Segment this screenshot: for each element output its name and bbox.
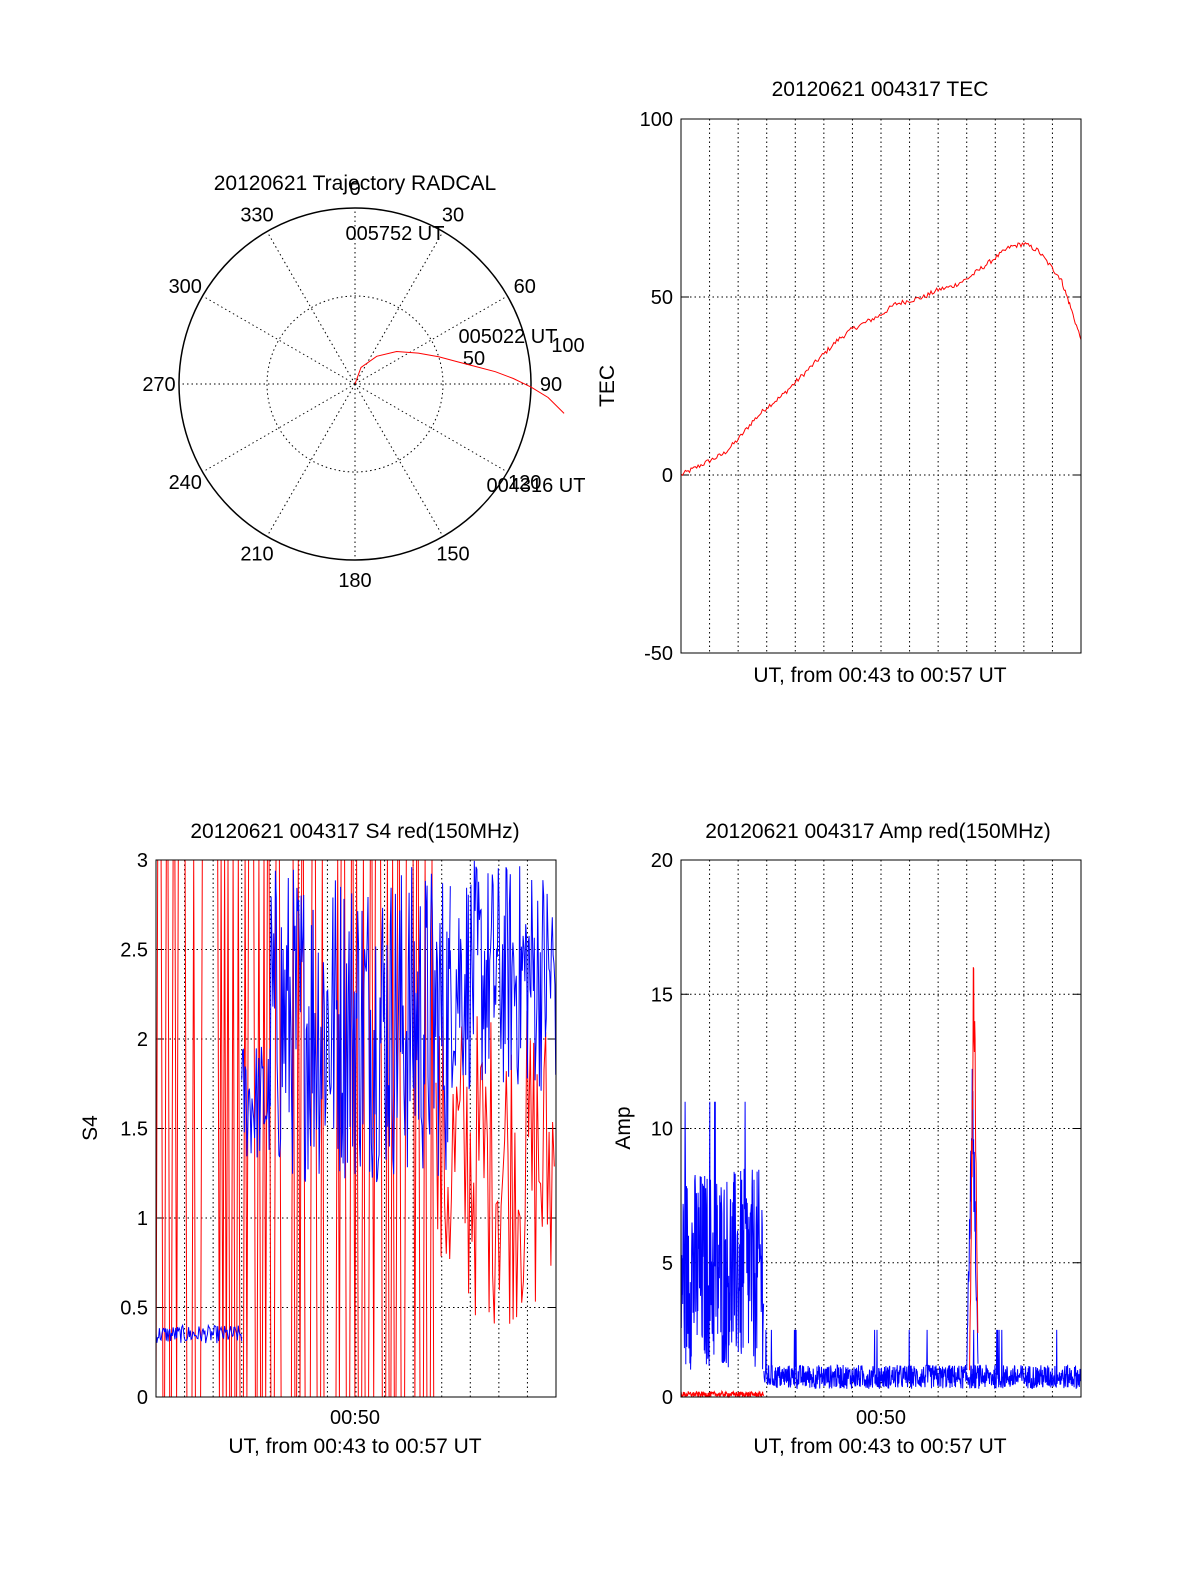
polar-angle-label: 30 [442, 204, 464, 226]
y-tick-label: 50 [651, 287, 673, 309]
tec-plot-frame [680, 118, 1082, 654]
amp-y-ticks: 0 5 10 15 20 [651, 850, 1081, 1409]
polar-angle-label: 180 [338, 570, 371, 592]
s4-panel: 20120621 004317 S4 red(150MHz) 0 0.5 1 1.5 2… [79, 820, 557, 1458]
y-tick-label: 2.5 [120, 940, 148, 962]
polar-spoke [202, 295, 356, 385]
s4-y-ticks: 0 0.5 1 1.5 2 2.5 3 [120, 850, 556, 1409]
polar-angle-label: 300 [169, 276, 202, 298]
y-tick-label: 2 [137, 1029, 148, 1051]
tec-series-line [680, 241, 1082, 477]
y-tick-label: 3 [137, 850, 148, 872]
y-tick-label: 20 [651, 850, 673, 872]
y-tick-label: 0.5 [120, 1298, 148, 1320]
polar-spoke [266, 383, 356, 537]
s4-blue-series [155, 860, 557, 1344]
tec-y-axis-label: TEC [596, 365, 619, 407]
y-tick-label: 5 [662, 1253, 673, 1275]
trajectory-panel: 20120621 Trajectory RADCAL 0 30 60 90 120 150… [142, 172, 585, 592]
amp-red-series [680, 967, 979, 1399]
tec-grid [681, 119, 1081, 653]
s4-title: 20120621 004317 S4 red(150MHz) [190, 820, 519, 843]
polar-angle-label: 330 [240, 204, 273, 226]
polar-angle-label: 240 [169, 472, 202, 494]
polar-spoke [354, 383, 444, 537]
annotation-mid-time: 005022 UT [459, 326, 558, 348]
annotation-end-time: 005752 UT [346, 223, 445, 245]
amp-x-axis-label: UT, from 00:43 to 00:57 UT [753, 1435, 1006, 1458]
polar-spoke [266, 231, 356, 385]
y-tick-label: 15 [651, 984, 673, 1006]
amp-panel: 20120621 004317 Amp red(150MHz) 0 5 10 15 20… [612, 820, 1082, 1458]
y-tick-label: 10 [651, 1119, 673, 1141]
polar-angle-label: 150 [436, 544, 469, 566]
y-tick-label: 1 [137, 1208, 148, 1230]
amp-plot-frame [680, 859, 1082, 1398]
amp-grid [681, 860, 1081, 1397]
polar-grid-circle-50 [266, 295, 444, 473]
polar-angle-label: 270 [142, 374, 175, 396]
polar-angle-label: 120 [508, 472, 541, 494]
trajectory-track [354, 350, 565, 414]
polar-angle-label: 210 [240, 544, 273, 566]
amp-y-axis-label: Amp [612, 1106, 635, 1149]
y-tick-label: 0 [662, 465, 673, 487]
trajectory-title: 20120621 Trajectory RADCAL [214, 172, 497, 195]
y-tick-label: 0 [137, 1387, 148, 1409]
y-tick-label: 100 [640, 109, 673, 131]
y-tick-label: 0 [662, 1387, 673, 1409]
tec-panel: 20120621 004317 TEC -50 0 50 100 TEC UT, fr… [596, 78, 1082, 687]
polar-angle-label: 60 [514, 276, 536, 298]
y-tick-label: -50 [644, 643, 673, 665]
polar-angle-label: 90 [540, 374, 562, 396]
tec-y-ticks: -50 0 50 100 [640, 109, 1081, 665]
s4-x-axis-label: UT, from 00:43 to 00:57 UT [228, 1435, 481, 1458]
tec-x-axis-label: UT, from 00:43 to 00:57 UT [753, 664, 1006, 687]
radial-label-50: 50 [463, 348, 485, 370]
s4-plot-frame [155, 859, 557, 1398]
amp-title: 20120621 004317 Amp red(150MHz) [705, 820, 1051, 843]
s4-x-tick-label: 00:50 [330, 1407, 380, 1429]
radial-label-100: 100 [551, 335, 584, 357]
polar-angle-labels: 0 30 60 90 120 150 180 210 240 270 300 330 [142, 178, 562, 592]
annotation-start-time: 004316 UT [487, 475, 586, 497]
polar-angle-label: 0 [349, 178, 360, 200]
s4-y-axis-label: S4 [79, 1115, 102, 1141]
amp-x-tick-label: 00:50 [856, 1407, 906, 1429]
y-tick-label: 1.5 [120, 1119, 148, 1141]
tec-title: 20120621 004317 TEC [772, 78, 989, 101]
